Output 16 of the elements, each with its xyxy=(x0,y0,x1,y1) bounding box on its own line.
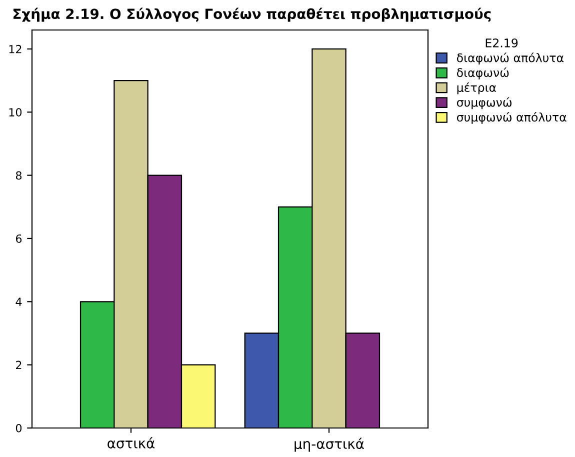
y-tick-label: 8 xyxy=(16,171,22,180)
legend-label: διαφωνώ xyxy=(456,67,509,80)
x-tick-label: μη-αστικά xyxy=(294,438,364,452)
legend-title: Ε2.19 xyxy=(486,38,518,48)
y-tick-label: 12 xyxy=(9,44,22,54)
y-tick-label: 6 xyxy=(16,234,22,243)
y-tick-label: 0 xyxy=(16,424,22,432)
legend-label: συμφωνώ xyxy=(456,97,512,110)
y-tick-label: 10 xyxy=(9,108,22,117)
y-tick-label: 2 xyxy=(16,360,22,370)
chart-title: Σχήμα 2.19. Ο Σύλλογος Γονέων παραθέτει προβληματισμούς xyxy=(13,8,491,22)
legend-label: συμφωνώ απόλυτα xyxy=(456,112,566,124)
legend-label: διαφωνώ απόλυτα xyxy=(456,52,564,65)
legend-label: μέτρια xyxy=(457,82,496,94)
x-tick-label: αστικά xyxy=(108,437,155,448)
y-tick-label: 4 xyxy=(16,298,22,306)
